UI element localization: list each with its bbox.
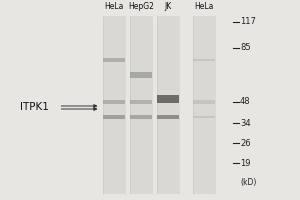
Bar bbox=[130, 115, 152, 119]
Bar bbox=[103, 115, 125, 119]
Bar bbox=[103, 100, 125, 104]
Bar bbox=[194, 116, 215, 118]
Bar bbox=[158, 115, 179, 119]
Bar bbox=[130, 16, 152, 194]
Bar bbox=[194, 100, 215, 104]
Text: 48: 48 bbox=[240, 98, 250, 106]
Text: HepG2: HepG2 bbox=[128, 2, 154, 11]
Bar bbox=[157, 16, 179, 194]
Bar bbox=[130, 72, 152, 78]
Text: ITPK1: ITPK1 bbox=[20, 102, 49, 112]
Bar bbox=[194, 59, 215, 61]
Text: JK: JK bbox=[164, 2, 172, 11]
Bar bbox=[158, 95, 179, 103]
Text: HeLa: HeLa bbox=[194, 2, 214, 11]
Text: 34: 34 bbox=[240, 118, 250, 128]
Bar bbox=[130, 100, 152, 104]
Text: 26: 26 bbox=[240, 138, 250, 148]
Text: (kD): (kD) bbox=[240, 178, 256, 188]
Bar bbox=[193, 16, 215, 194]
Text: HeLa: HeLa bbox=[104, 2, 124, 11]
Text: 19: 19 bbox=[240, 158, 250, 168]
Bar bbox=[103, 16, 125, 194]
Text: 117: 117 bbox=[240, 18, 256, 26]
Bar bbox=[103, 58, 125, 62]
Text: 85: 85 bbox=[240, 44, 250, 52]
